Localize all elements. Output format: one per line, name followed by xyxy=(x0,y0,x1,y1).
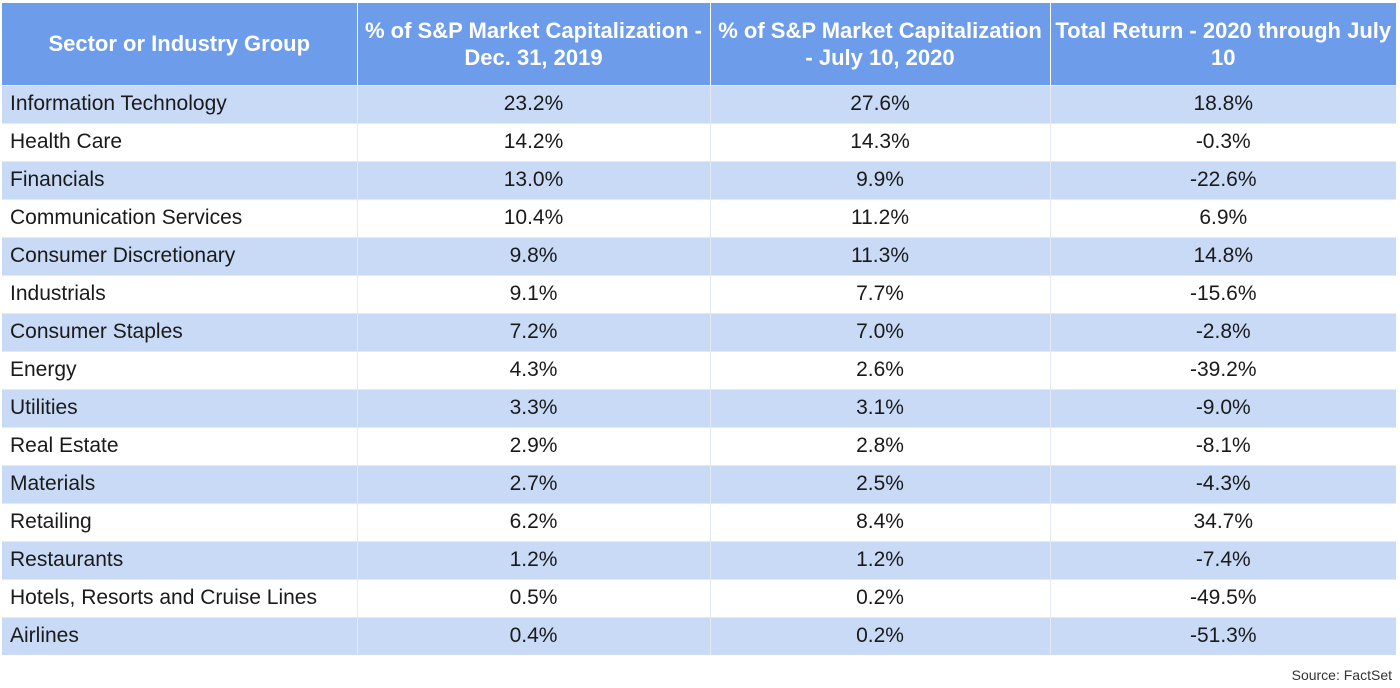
value-cell-col-2: 2.5% xyxy=(710,464,1051,503)
sector-name-cell: Energy xyxy=(2,350,358,389)
value-cell-col-2: 8.4% xyxy=(710,502,1051,541)
sector-name-cell: Industrials xyxy=(2,274,358,313)
value-cell-col-3: -15.6% xyxy=(1050,274,1396,313)
value-cell-col-2: 1.2% xyxy=(710,540,1051,579)
value-cell-col-2: 3.1% xyxy=(710,388,1051,427)
table-row: Airlines 0.4% 0.2% -51.3% xyxy=(2,616,1396,655)
table-row: Retailing 6.2% 8.4% 34.7% xyxy=(2,502,1396,541)
value-cell-col-1: 3.3% xyxy=(357,388,711,427)
value-cell-col-3: -0.3% xyxy=(1050,122,1396,161)
table-row: Industrials 9.1% 7.7% -15.6% xyxy=(2,274,1396,313)
sector-name-cell: Hotels, Resorts and Cruise Lines xyxy=(2,578,358,617)
table-row: Hotels, Resorts and Cruise Lines 0.5% 0.2%… xyxy=(2,578,1396,617)
table-header: Sector or Industry Group% of S&P Market … xyxy=(2,3,1396,85)
sector-name-cell: Health Care xyxy=(2,122,358,161)
sector-name-cell: Real Estate xyxy=(2,426,358,465)
value-cell-col-3: 34.7% xyxy=(1050,502,1396,541)
value-cell-col-3: -49.5% xyxy=(1050,578,1396,617)
table-row: Information Technology 23.2% 27.6% 18.8% xyxy=(2,84,1396,123)
column-header-1: % of S&P Market Capitalization - Dec. 31… xyxy=(357,3,711,85)
sector-name-cell: Retailing xyxy=(2,502,358,541)
value-cell-col-1: 4.3% xyxy=(357,350,711,389)
value-cell-col-1: 23.2% xyxy=(357,84,711,123)
value-cell-col-3: -9.0% xyxy=(1050,388,1396,427)
sector-name-cell: Financials xyxy=(2,160,358,199)
table-row: Communication Services 10.4% 11.2% 6.9% xyxy=(2,198,1396,237)
value-cell-col-3: 14.8% xyxy=(1050,236,1396,275)
value-cell-col-2: 7.7% xyxy=(710,274,1051,313)
value-cell-col-3: -22.6% xyxy=(1050,160,1396,199)
sector-name-cell: Restaurants xyxy=(2,540,358,579)
value-cell-col-1: 10.4% xyxy=(357,198,711,237)
sector-name-cell: Consumer Discretionary xyxy=(2,236,358,275)
value-cell-col-1: 9.1% xyxy=(357,274,711,313)
value-cell-col-3: -8.1% xyxy=(1050,426,1396,465)
value-cell-col-3: -39.2% xyxy=(1050,350,1396,389)
sector-name-cell: Airlines xyxy=(2,616,358,655)
sector-name-cell: Materials xyxy=(2,464,358,503)
table-row: Consumer Staples 7.2% 7.0% -2.8% xyxy=(2,312,1396,351)
value-cell-col-1: 1.2% xyxy=(357,540,711,579)
sector-name-cell: Information Technology xyxy=(2,84,358,123)
value-cell-col-1: 0.4% xyxy=(357,616,711,655)
value-cell-col-2: 14.3% xyxy=(710,122,1051,161)
value-cell-col-3: 18.8% xyxy=(1050,84,1396,123)
sector-name-cell: Utilities xyxy=(2,388,358,427)
table-body: Information Technology 23.2% 27.6% 18.8% Hea… xyxy=(2,84,1396,655)
value-cell-col-2: 11.2% xyxy=(710,198,1051,237)
sector-name-cell: Communication Services xyxy=(2,198,358,237)
value-cell-col-1: 2.9% xyxy=(357,426,711,465)
value-cell-col-1: 9.8% xyxy=(357,236,711,275)
value-cell-col-2: 11.3% xyxy=(710,236,1051,275)
column-header-3: Total Return - 2020 through July 10 xyxy=(1050,3,1396,85)
value-cell-col-2: 9.9% xyxy=(710,160,1051,199)
value-cell-col-2: 0.2% xyxy=(710,578,1051,617)
table-row: Health Care 14.2% 14.3% -0.3% xyxy=(2,122,1396,161)
column-header-0: Sector or Industry Group xyxy=(2,3,358,85)
value-cell-col-2: 27.6% xyxy=(710,84,1051,123)
header-row: Sector or Industry Group% of S&P Market … xyxy=(2,3,1396,85)
value-cell-col-2: 2.8% xyxy=(710,426,1051,465)
source-note: Source: FactSet xyxy=(1291,667,1392,683)
value-cell-col-3: -7.4% xyxy=(1050,540,1396,579)
table-row: Materials 2.7% 2.5% -4.3% xyxy=(2,464,1396,503)
table-row: Financials 13.0% 9.9% -22.6% xyxy=(2,160,1396,199)
table-row: Consumer Discretionary 9.8% 11.3% 14.8% xyxy=(2,236,1396,275)
value-cell-col-2: 0.2% xyxy=(710,616,1051,655)
value-cell-col-1: 7.2% xyxy=(357,312,711,351)
value-cell-col-3: -4.3% xyxy=(1050,464,1396,503)
table-row: Real Estate 2.9% 2.8% -8.1% xyxy=(2,426,1396,465)
value-cell-col-3: -2.8% xyxy=(1050,312,1396,351)
value-cell-col-2: 7.0% xyxy=(710,312,1051,351)
table-row: Utilities 3.3% 3.1% -9.0% xyxy=(2,388,1396,427)
value-cell-col-3: -51.3% xyxy=(1050,616,1396,655)
sector-table: Sector or Industry Group% of S&P Market … xyxy=(2,3,1396,655)
table-row: Restaurants 1.2% 1.2% -7.4% xyxy=(2,540,1396,579)
sector-name-cell: Consumer Staples xyxy=(2,312,358,351)
value-cell-col-1: 13.0% xyxy=(357,160,711,199)
table-row: Energy 4.3% 2.6% -39.2% xyxy=(2,350,1396,389)
column-header-2: % of S&P Market Capitalization - July 10… xyxy=(710,3,1051,85)
value-cell-col-1: 6.2% xyxy=(357,502,711,541)
value-cell-col-1: 0.5% xyxy=(357,578,711,617)
value-cell-col-1: 2.7% xyxy=(357,464,711,503)
value-cell-col-3: 6.9% xyxy=(1050,198,1396,237)
value-cell-col-1: 14.2% xyxy=(357,122,711,161)
value-cell-col-2: 2.6% xyxy=(710,350,1051,389)
